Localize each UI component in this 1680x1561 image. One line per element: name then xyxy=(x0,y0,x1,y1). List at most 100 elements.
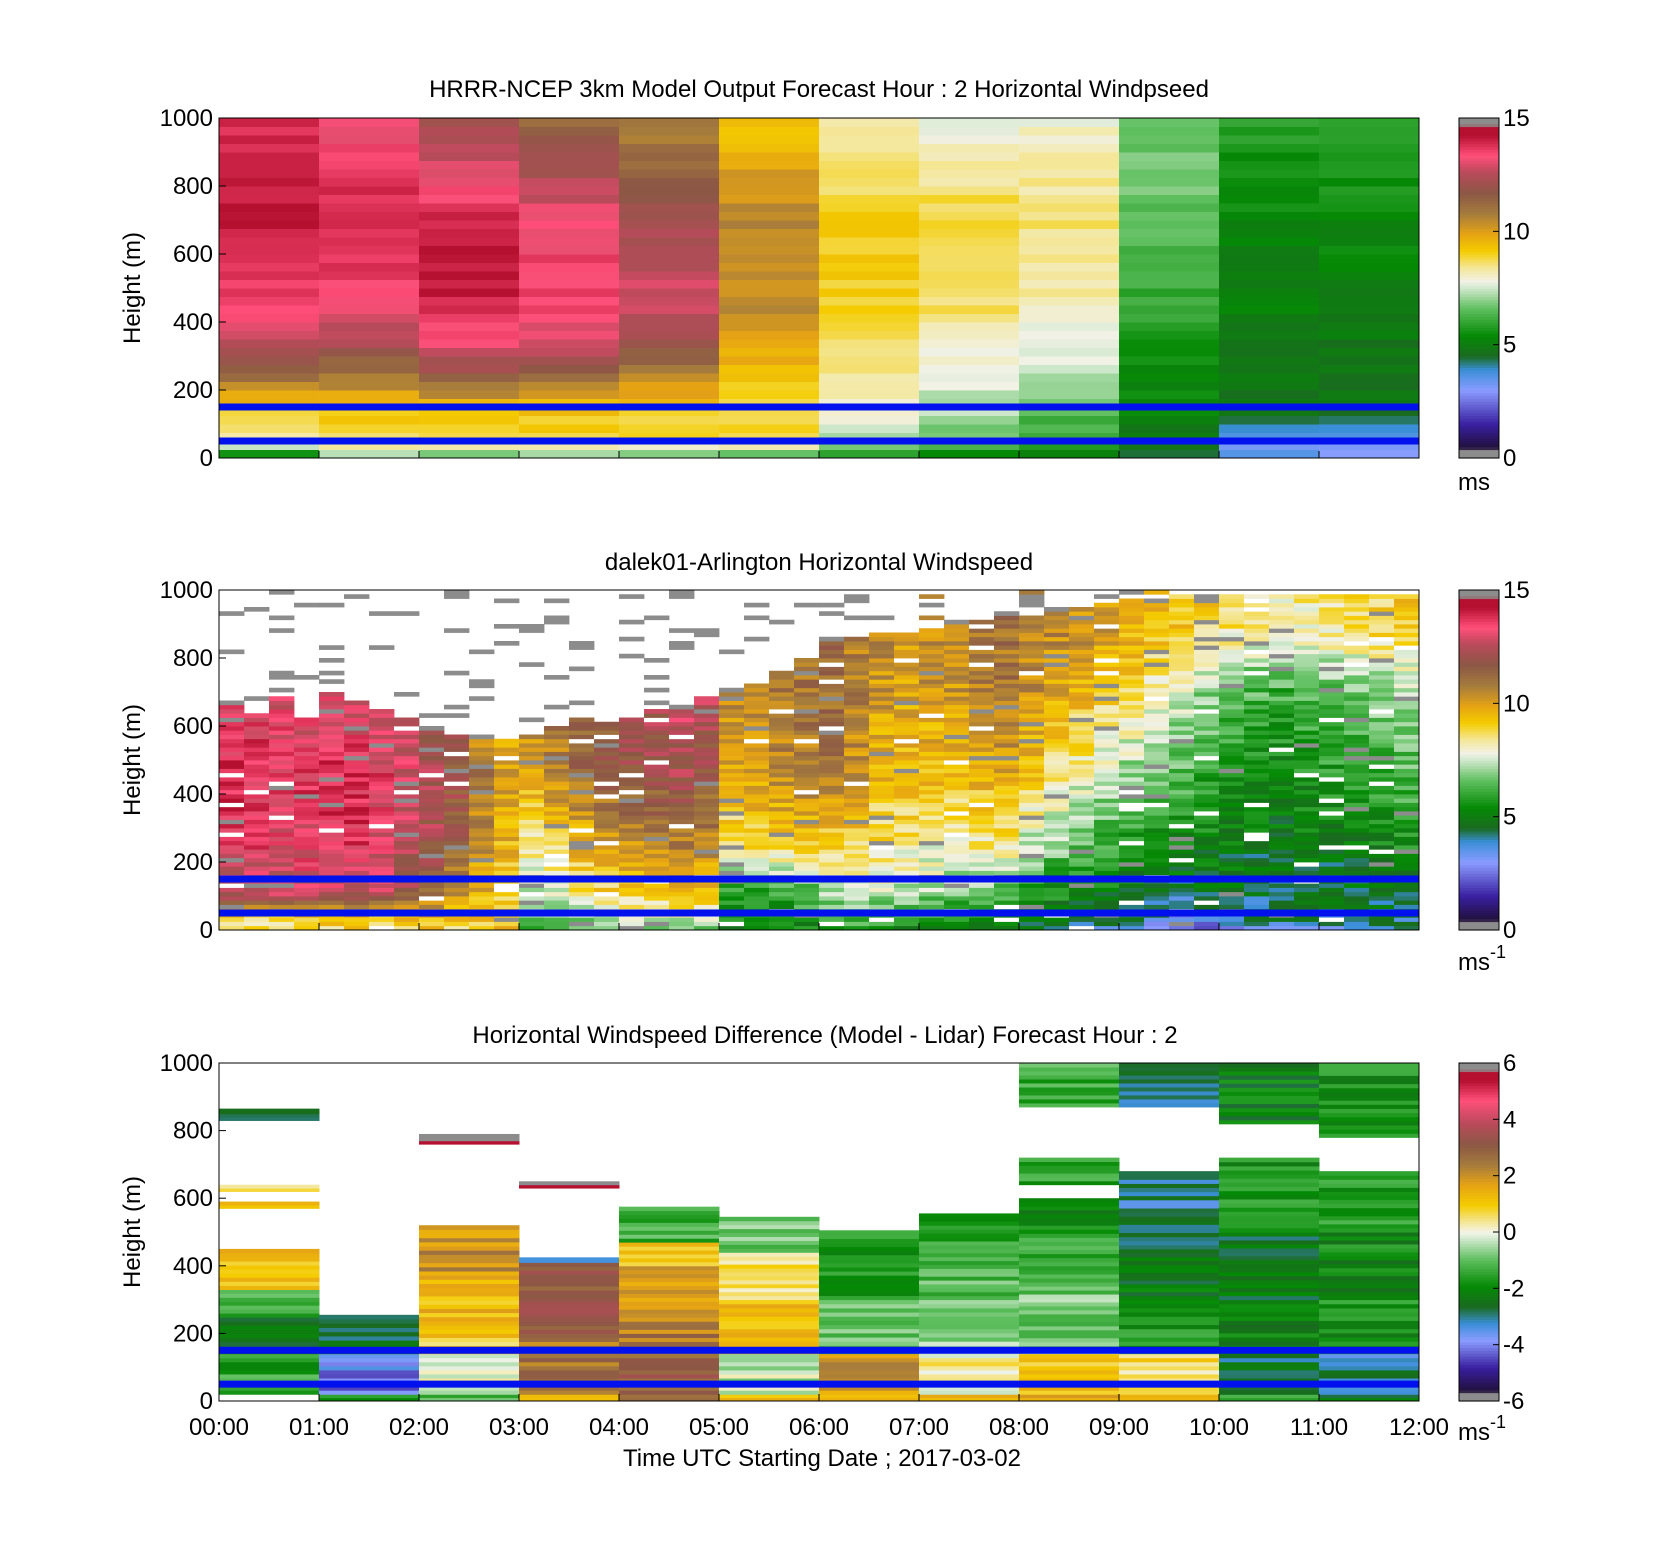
heatmap-cell xyxy=(619,1390,720,1395)
heatmap-cell xyxy=(719,1291,820,1297)
heatmap-cell xyxy=(1319,615,1345,621)
heatmap-cell xyxy=(719,1244,820,1249)
heatmap-cell xyxy=(1119,624,1145,629)
heatmap-cell xyxy=(1219,1255,1320,1261)
heatmap-cell xyxy=(494,900,520,905)
heatmap-cell xyxy=(819,356,920,365)
heatmap-cell xyxy=(1019,823,1045,829)
heatmap-cell xyxy=(544,819,570,825)
heatmap-cell xyxy=(794,925,820,931)
heatmap-cell xyxy=(1369,747,1395,752)
heatmap-cell xyxy=(1194,704,1220,710)
heatmap-cell xyxy=(1119,381,1220,391)
heatmap-cell xyxy=(319,670,345,676)
colorbar-segment xyxy=(1459,813,1499,818)
heatmap-cell xyxy=(1369,717,1395,723)
heatmap-cell xyxy=(1319,1219,1420,1225)
heatmap-cell xyxy=(669,777,695,782)
heatmap-cell xyxy=(494,641,520,646)
heatmap-cell xyxy=(919,1369,1020,1375)
heatmap-cell xyxy=(719,152,820,161)
colorbar-segment xyxy=(1459,1099,1499,1104)
heatmap-cell xyxy=(419,245,520,255)
colorbar-segment xyxy=(1459,412,1499,417)
heatmap-cell xyxy=(769,802,795,808)
heatmap-cell xyxy=(1119,781,1145,786)
heatmap-cell xyxy=(694,866,720,871)
heatmap-cell xyxy=(669,925,695,931)
heatmap-cell xyxy=(344,730,370,735)
heatmap-cell xyxy=(419,738,445,744)
heatmap-cell xyxy=(1119,1373,1220,1379)
heatmap-cell xyxy=(594,760,620,765)
heatmap-cell xyxy=(444,755,470,761)
heatmap-cell xyxy=(394,819,420,825)
heatmap-cell xyxy=(1019,845,1045,850)
heatmap-cell xyxy=(1144,653,1170,659)
heatmap-cell xyxy=(1144,870,1170,876)
colorbar-segment xyxy=(1459,913,1499,917)
heatmap-cell xyxy=(1319,1063,1420,1068)
heatmap-cell xyxy=(1119,1307,1220,1313)
heatmap-cell xyxy=(1394,870,1420,876)
heatmap-cell xyxy=(1119,823,1145,829)
heatmap-cell xyxy=(1169,675,1195,680)
heatmap-cell xyxy=(719,768,745,774)
heatmap-cell xyxy=(619,1378,720,1383)
heatmap-cell xyxy=(1244,619,1270,625)
heatmap-cell xyxy=(1094,687,1120,693)
heatmap-cell xyxy=(294,823,320,829)
heatmap-cell xyxy=(619,1281,720,1287)
heatmap-cell xyxy=(1144,772,1170,778)
heatmap-cell xyxy=(619,1206,720,1212)
heatmap-cell xyxy=(644,747,670,752)
heatmap-cell xyxy=(1219,917,1245,922)
heatmap-cell xyxy=(1394,836,1420,842)
heatmap-cell xyxy=(1269,598,1295,604)
heatmap-cell xyxy=(869,811,895,816)
heatmap-cell xyxy=(1119,1276,1220,1281)
heatmap-cell xyxy=(744,768,770,774)
heatmap-cell xyxy=(1294,866,1320,871)
colorbar-segment xyxy=(1459,811,1499,815)
colorbar-segment xyxy=(1459,177,1499,181)
heatmap-cell xyxy=(919,768,945,774)
heatmap-cell xyxy=(1144,768,1170,774)
heatmap-cell xyxy=(794,777,820,782)
heatmap-cell xyxy=(1019,666,1045,672)
heatmap-cell xyxy=(1119,1212,1220,1217)
panel-1-ref-lines xyxy=(219,403,1419,445)
heatmap-cell xyxy=(219,1353,320,1359)
colorbar-segment xyxy=(1459,607,1499,611)
heatmap-cell xyxy=(1219,1232,1320,1237)
colorbar-segment xyxy=(1459,745,1499,750)
heatmap-cell xyxy=(1119,271,1220,280)
heatmap-cell xyxy=(544,917,570,922)
heatmap-cell xyxy=(444,713,470,718)
heatmap-cell xyxy=(1219,653,1245,659)
heatmap-cell xyxy=(1319,1365,1420,1371)
heatmap-cell xyxy=(1219,760,1245,765)
heatmap-cell xyxy=(844,853,870,859)
heatmap-cell xyxy=(944,704,970,710)
heatmap-cell xyxy=(1294,904,1320,910)
heatmap-cell xyxy=(1269,862,1295,867)
heatmap-cell xyxy=(1369,785,1395,791)
colorbar-segment xyxy=(1459,242,1499,247)
heatmap-cell xyxy=(644,836,670,842)
heatmap-cell xyxy=(1144,666,1170,672)
heatmap-cell xyxy=(1119,1299,1220,1305)
colorbar-segment xyxy=(1459,1139,1499,1143)
heatmap-cell xyxy=(419,828,445,833)
heatmap-cell xyxy=(1219,305,1320,314)
heatmap-cell xyxy=(719,1390,820,1395)
heatmap-cell xyxy=(819,1373,920,1379)
heatmap-cell xyxy=(619,322,720,331)
heatmap-cell xyxy=(1269,649,1295,655)
heatmap-cell xyxy=(919,764,945,769)
heatmap-cell xyxy=(369,781,395,786)
heatmap-cell xyxy=(719,449,820,459)
heatmap-cell xyxy=(1169,624,1195,629)
heatmap-cell xyxy=(1194,666,1220,672)
